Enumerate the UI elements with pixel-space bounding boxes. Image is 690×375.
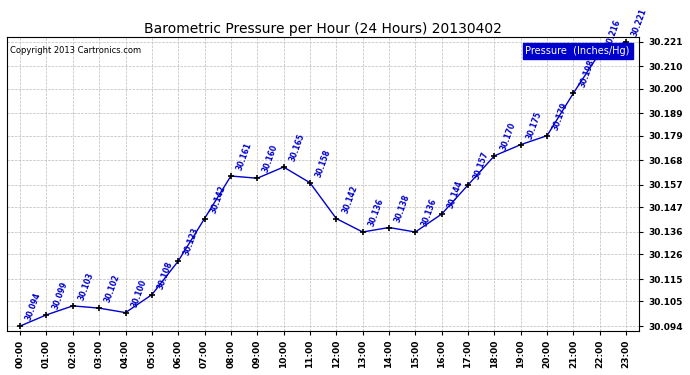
Text: 30.157: 30.157 [472,150,491,181]
Text: 30.175: 30.175 [525,110,543,141]
Text: 30.221: 30.221 [630,7,649,38]
Text: 30.161: 30.161 [235,141,253,172]
Text: 30.102: 30.102 [104,273,121,304]
Text: 30.165: 30.165 [288,132,306,163]
Text: 30.108: 30.108 [156,260,175,291]
Text: 30.136: 30.136 [367,197,385,228]
Text: 30.136: 30.136 [420,197,438,228]
Text: Copyright 2013 Cartronics.com: Copyright 2013 Cartronics.com [10,46,141,55]
Text: Pressure  (Inches/Hg): Pressure (Inches/Hg) [525,46,630,56]
Text: 30.100: 30.100 [130,278,148,309]
Text: 30.198: 30.198 [578,58,596,89]
Text: 30.138: 30.138 [393,193,412,224]
Text: 30.158: 30.158 [314,148,333,178]
Text: 30.094: 30.094 [24,291,43,322]
Text: 30.170: 30.170 [499,121,517,152]
Text: 30.216: 30.216 [604,18,622,49]
Text: 30.142: 30.142 [208,184,227,214]
Text: 30.103: 30.103 [77,271,95,302]
Text: 30.142: 30.142 [340,184,359,214]
Text: 30.144: 30.144 [446,180,464,210]
Text: 30.179: 30.179 [551,101,570,132]
Title: Barometric Pressure per Hour (24 Hours) 20130402: Barometric Pressure per Hour (24 Hours) … [144,22,502,36]
Text: 30.160: 30.160 [262,144,280,174]
Text: 30.123: 30.123 [182,226,201,257]
Text: 30.099: 30.099 [50,280,69,310]
